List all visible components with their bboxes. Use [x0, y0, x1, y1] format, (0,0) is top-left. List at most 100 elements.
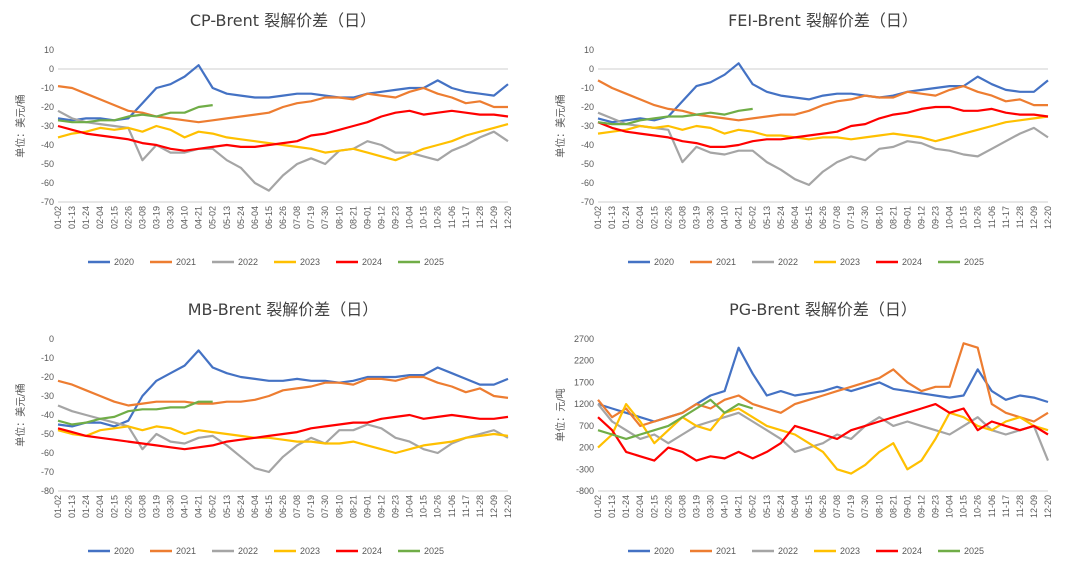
legend-label-2024: 2024 [902, 257, 922, 267]
x-tick-label: 09-12 [376, 495, 386, 518]
y-tick-label: -50 [41, 159, 54, 169]
y-tick-label: 10 [584, 45, 594, 55]
x-tick-label: 12-09 [489, 495, 499, 518]
y-tick-label: -30 [41, 121, 54, 131]
x-tick-label: 11-17 [1001, 495, 1011, 517]
x-tick-label: 05-13 [762, 206, 772, 229]
x-tick-label: 02-04 [95, 495, 105, 518]
legend-label-2020: 2020 [654, 546, 674, 556]
x-tick-label: 02-04 [95, 206, 105, 229]
y-tick-label: -80 [41, 486, 54, 496]
x-tick-label: 02-15 [109, 206, 119, 229]
x-tick-label: 08-10 [334, 206, 344, 229]
y-tick-label: -70 [41, 197, 54, 207]
x-tick-label: 11-06 [987, 495, 997, 517]
x-tick-label: 07-30 [320, 495, 330, 518]
x-tick-label: 05-24 [776, 495, 786, 518]
x-tick-label: 08-10 [874, 495, 884, 518]
series-line-2023 [57, 425, 509, 455]
x-tick-label: 10-04 [405, 206, 415, 229]
x-tick-label: 08-10 [874, 206, 884, 229]
x-tick-label: 09-12 [376, 206, 386, 229]
y-tick-label: -50 [41, 429, 54, 439]
x-tick-label: 06-04 [790, 206, 800, 229]
x-tick-label: 05-13 [222, 206, 232, 229]
x-tick-label: 08-10 [334, 495, 344, 518]
x-tick-label: 04-10 [180, 206, 190, 229]
x-tick-label: 02-15 [649, 206, 659, 229]
x-tick-label: 08-21 [348, 206, 358, 229]
legend-label-2020: 2020 [114, 257, 134, 267]
y-tick-label: -30 [581, 121, 594, 131]
y-tick-label: 0 [49, 64, 54, 74]
x-tick-label: 12-20 [1043, 206, 1053, 229]
x-tick-label: 09-23 [391, 206, 401, 229]
x-tick-label: 11-06 [447, 495, 457, 517]
y-axis-label: 单位：美元/桶 [14, 94, 27, 157]
x-tick-label: 08-21 [888, 206, 898, 229]
series-line-2022 [597, 403, 1050, 462]
x-tick-label: 02-26 [663, 495, 673, 518]
x-tick-label: 11-28 [475, 495, 485, 517]
chart-panel-mb: MB-Brent 裂解价差（日） 单位：美元/桶 0 -10 -20 -30 -40 -50 -… [0, 289, 540, 577]
x-tick-label: 03-19 [151, 206, 161, 229]
x-tick-label: 01-24 [81, 206, 91, 229]
x-tick-label: 09-23 [931, 495, 941, 518]
x-tick-label: 11-17 [461, 495, 471, 517]
y-tick-label: -30 [41, 391, 54, 401]
x-tick-label: 07-19 [846, 495, 856, 518]
series-line-2025 [57, 104, 213, 124]
x-tick-label: 10-15 [419, 206, 429, 229]
x-tick-label: 09-12 [916, 206, 926, 229]
legend-label-2020: 2020 [114, 546, 134, 556]
x-tick-label: 09-01 [902, 495, 912, 518]
x-tick-label: 10-26 [973, 206, 983, 229]
x-tick-label: 05-24 [776, 206, 786, 229]
x-tick-label: 09-23 [391, 495, 401, 518]
x-tick-label: 11-17 [461, 206, 471, 228]
x-tick-label: 12-09 [489, 206, 499, 229]
legend-label-2021: 2021 [176, 257, 196, 267]
x-tick-label: 10-26 [433, 495, 443, 518]
legend-label-2021: 2021 [176, 546, 196, 556]
series-line-2020 [57, 64, 509, 122]
y-tick-label: -20 [41, 102, 54, 112]
y-tick-label: 2700 [574, 334, 594, 344]
legend-label-2024: 2024 [362, 546, 382, 556]
y-tick-label: -800 [576, 486, 594, 496]
y-axis-label: 单位：美元/桶 [14, 383, 27, 446]
legend-label-2023: 2023 [300, 546, 320, 556]
x-tick-label: 10-04 [945, 495, 955, 518]
x-tick-label: 05-24 [236, 495, 246, 518]
y-tick-label: 1200 [574, 399, 594, 409]
x-tick-label: 07-30 [860, 495, 870, 518]
y-tick-label: -60 [41, 448, 54, 458]
series-line-2020 [57, 349, 509, 428]
series-line-2025 [597, 398, 754, 440]
x-tick-label: 02-26 [123, 206, 133, 229]
x-tick-label: 02-04 [635, 206, 645, 229]
legend-label-2024: 2024 [362, 257, 382, 267]
x-tick-label: 11-06 [447, 206, 457, 228]
x-tick-label: 11-28 [1015, 206, 1025, 228]
x-tick-label: 07-08 [832, 495, 842, 518]
legend-label-2025: 2025 [424, 257, 444, 267]
series-line-2022 [57, 109, 509, 192]
x-tick-label: 01-24 [621, 495, 631, 518]
series-line-2023 [57, 123, 509, 162]
x-tick-label: 12-20 [503, 206, 513, 229]
x-tick-label: 10-26 [433, 206, 443, 229]
y-tick-label: -300 [576, 464, 594, 474]
x-tick-label: 11-28 [475, 206, 485, 228]
x-tick-label: 03-19 [151, 495, 161, 518]
y-tick-label: 2200 [574, 356, 594, 366]
x-tick-label: 05-13 [762, 495, 772, 518]
x-tick-label: 06-15 [264, 206, 274, 229]
series-line-2023 [597, 115, 1049, 143]
y-tick-label: -50 [581, 159, 594, 169]
x-tick-label: 02-26 [123, 495, 133, 518]
x-tick-label: 03-08 [137, 206, 147, 229]
x-tick-label: 03-08 [137, 495, 147, 518]
x-tick-label: 07-08 [292, 206, 302, 229]
chart-panel-cp: CP-Brent 裂解价差（日） 单位：美元/桶 10 0 -10 -20 -30 -40 -5… [0, 0, 540, 288]
